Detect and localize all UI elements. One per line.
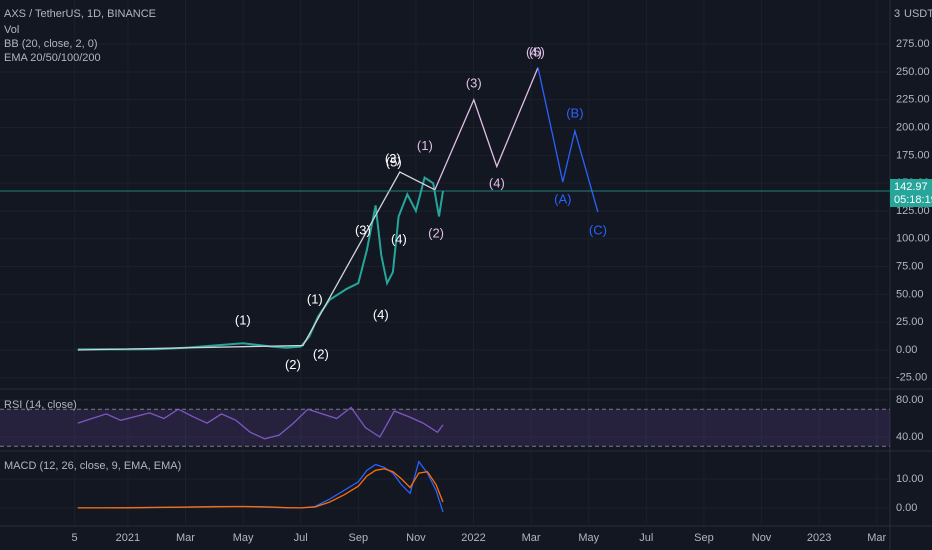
symbol-title: AXS / TetherUS, 1D, BINANCE — [4, 8, 156, 20]
y-tick-label: 80.00 — [896, 394, 924, 406]
wave-label: (C) — [589, 222, 607, 237]
scale-mark: 3 — [894, 8, 900, 20]
series-line — [77, 176, 444, 351]
y-tick-label: -25.00 — [896, 372, 927, 384]
unit: USDT — [904, 8, 932, 20]
y-tick-label: 250.00 — [896, 66, 930, 78]
x-tick-label: Jul — [639, 532, 653, 544]
wave-label: (1) — [307, 291, 323, 306]
wave-label: (5) — [386, 155, 402, 170]
wave-label: (2) — [428, 226, 444, 241]
y-tick-label: 75.00 — [896, 260, 924, 272]
x-tick-label: Mar — [176, 532, 195, 544]
rsi-band — [0, 409, 890, 447]
x-tick-label: Mar — [522, 532, 541, 544]
x-tick-label: Nov — [406, 532, 426, 544]
wave-label: (4) — [391, 231, 407, 246]
wave-label: (4) — [526, 44, 542, 59]
series-line — [434, 67, 539, 191]
x-tick-label: May — [578, 532, 599, 544]
y-tick-label: 10.00 — [896, 473, 924, 485]
wave-label: (A) — [554, 191, 571, 206]
y-tick-label: 25.00 — [896, 316, 924, 328]
indicator-label: EMA 20/50/100/200 — [4, 52, 101, 64]
wave-label: (2) — [285, 357, 301, 372]
x-tick-label: Nov — [752, 532, 772, 544]
y-tick-label: 125.00 — [896, 205, 930, 217]
y-tick-label: 200.00 — [896, 121, 930, 133]
x-tick-label: 2022 — [461, 532, 485, 544]
y-tick-label: 100.00 — [896, 233, 930, 245]
y-tick-label: 50.00 — [896, 288, 924, 300]
last-price-box — [890, 178, 932, 207]
plot-layer: (1)(2)(2)(1)(3)(4)(3)(5)(4)(1)(2)(3)(4)(… — [0, 44, 890, 513]
last-price-label: 142.97 — [894, 181, 928, 193]
y-tick-label: 175.00 — [896, 149, 930, 161]
wave-label: (4) — [489, 176, 505, 191]
x-tick-label: Sep — [694, 532, 714, 544]
indicator-label: BB (20, close, 2, 0) — [4, 38, 98, 50]
x-tick-label: May — [233, 532, 254, 544]
wave-label: (3) — [466, 76, 482, 91]
x-tick-label: Jul — [294, 532, 308, 544]
wave-label: (3) — [385, 151, 401, 166]
x-tick-label: Mar — [867, 532, 886, 544]
x-tick-label: 2023 — [807, 532, 831, 544]
y-tick-label: 40.00 — [896, 431, 924, 443]
wave-label: (1) — [417, 138, 433, 153]
wave-label: (4) — [373, 307, 389, 322]
series-line — [77, 406, 444, 440]
y-tick-label: 0.00 — [896, 344, 917, 356]
y-tick-label: 275.00 — [896, 38, 930, 50]
countdown: 05:18:19 — [894, 194, 932, 206]
wave-label: (B) — [566, 106, 583, 121]
series-line — [77, 171, 436, 351]
series-line — [77, 468, 444, 509]
indicator-label: Vol — [4, 24, 19, 36]
y-tick-label: 0.00 — [896, 502, 917, 514]
wave-label: (2) — [313, 346, 329, 361]
wave-label: (1) — [235, 312, 251, 327]
y-tick-label: 225.00 — [896, 94, 930, 106]
x-tick-label: 5 — [72, 532, 78, 544]
x-tick-label: Sep — [349, 532, 369, 544]
rsi-title: RSI (14, close) — [4, 399, 77, 411]
series-line — [537, 67, 599, 213]
x-tick-label: 2021 — [116, 532, 140, 544]
wave-label: (3) — [355, 222, 371, 237]
wave-label: (5) — [529, 44, 545, 59]
macd-title: MACD (12, 26, close, 9, EMA, EMA) — [4, 460, 181, 472]
